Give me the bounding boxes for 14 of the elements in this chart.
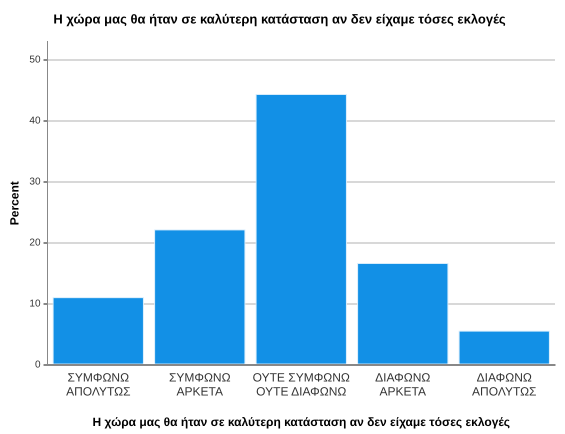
chart-title: Η χώρα μας θα ήταν σε καλύτερη κατάσταση αν δεν είχαμε τόσες εκλογές — [53, 11, 506, 26]
y-tick-label: 10 — [29, 298, 41, 310]
y-tick-label: 20 — [29, 238, 41, 249]
y-tick-label: 30 — [29, 176, 41, 188]
y-tick-label: 50 — [29, 54, 41, 66]
y-axis-title: Percent — [8, 181, 22, 226]
x-tick-label: ΟΥΤΕ ΣΥΜΦΩΝΩ ΟΥΤΕ ΔΙΑΦΩΝΩ — [252, 370, 350, 399]
x-tick-label: ΣΥΜΦΩΝΩ ΑΠΟΛΥΤΩΣ — [66, 370, 130, 399]
x-tick-label: ΔΙΑΦΩΝΩ ΑΠΟΛΥΤΩΣ — [472, 370, 536, 399]
x-tick-label: ΔΙΑΦΩΝΩ ΑΡΚΕΤΑ — [375, 370, 430, 399]
y-tick-label: 40 — [29, 116, 41, 127]
x-tick-label: ΣΥΜΦΩΝΩ ΑΡΚΕΤΑ — [168, 370, 231, 399]
y-tick-label: 0 — [34, 360, 41, 371]
x-axis-title: Η χώρα μας θα ήταν σε καλύτερη κατάσταση αν δεν είχαμε τόσες εκλογές — [92, 415, 510, 430]
